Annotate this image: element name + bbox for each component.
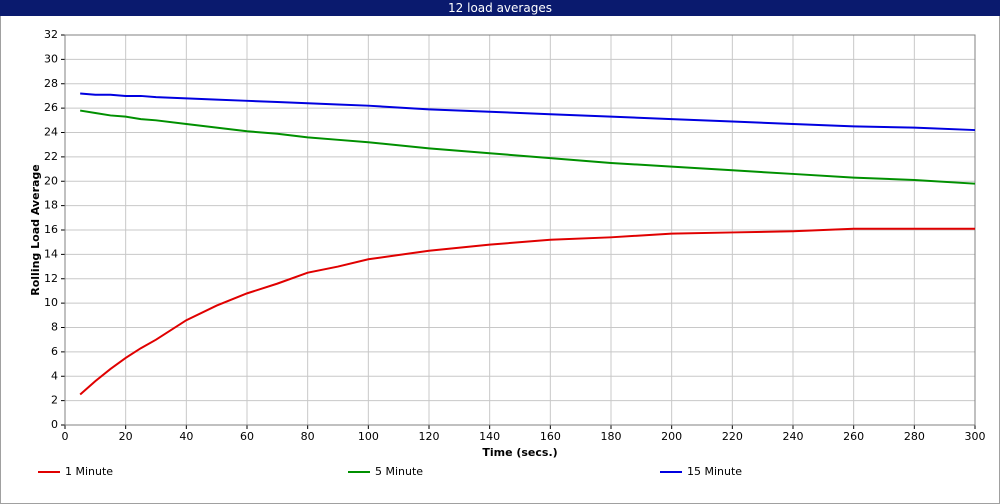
x-tick-label: 80 [301,430,315,443]
plot-border [64,34,976,426]
x-tick-label: 240 [783,430,804,443]
title-bar [0,0,1000,16]
y-tick-label: 20 [44,174,58,187]
x-tick-label: 20 [119,430,133,443]
x-tick-label: 300 [965,430,986,443]
y-tick-label: 12 [44,272,58,285]
y-tick-label: 0 [51,418,58,431]
x-tick-label: 160 [540,430,561,443]
y-tick-label: 14 [44,247,58,260]
y-tick-label: 16 [44,223,58,236]
y-tick-label: 26 [44,101,58,114]
x-tick-label: 180 [601,430,622,443]
line-series [80,109,976,185]
y-tick-label: 24 [44,126,58,139]
y-tick-label: 8 [51,321,58,334]
line-series [80,92,976,132]
y-tick-label: 4 [51,369,58,382]
x-tick-label: 260 [843,430,864,443]
y-tick-label: 10 [44,296,58,309]
x-tick-label: 220 [722,430,743,443]
x-tick-label: 280 [904,430,925,443]
y-tick-label: 2 [51,394,58,407]
x-tick-label: 120 [419,430,440,443]
legend-label: 1 Minute [65,465,113,478]
y-tick-label: 18 [44,199,58,212]
x-tick-label: 0 [62,430,69,443]
y-tick-label: 30 [44,52,58,65]
y-tick-label: 22 [44,150,58,163]
line-series [79,227,975,396]
legend-label: 5 Minute [375,465,423,478]
x-tick-label: 200 [661,430,682,443]
x-axis-label: Time (secs.) [482,446,557,459]
x-tick-label: 40 [179,430,193,443]
y-tick-label: 6 [51,345,58,358]
legend-label: 15 Minute [687,465,742,478]
x-tick-label: 140 [479,430,500,443]
y-tick-label: 28 [44,77,58,90]
x-tick-label: 100 [358,430,379,443]
x-tick-label: 60 [240,430,254,443]
chart-title: 12 load averages [448,1,552,15]
y-tick-label: 32 [44,28,58,41]
y-axis-label: Rolling Load Average [29,164,42,296]
